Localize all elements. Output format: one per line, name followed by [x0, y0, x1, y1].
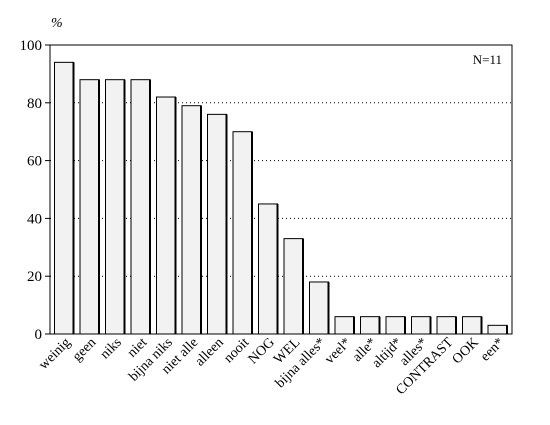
y-tick-label: 0	[35, 327, 43, 343]
bar	[309, 281, 329, 335]
x-tick-label: OOK	[450, 335, 482, 367]
bar	[54, 61, 74, 335]
bar	[283, 238, 304, 335]
bar	[105, 79, 125, 335]
y-tick-label: 60	[27, 154, 42, 170]
bars	[54, 61, 508, 335]
bar	[156, 96, 176, 335]
bar	[130, 79, 151, 335]
bar	[385, 316, 406, 335]
x-tick-label: altijd*	[369, 335, 405, 371]
y-tick-label: 40	[27, 211, 42, 227]
bar	[487, 324, 508, 335]
bar	[258, 203, 278, 335]
x-tick-label: nooit	[221, 335, 252, 366]
x-tick-label: geen	[70, 335, 99, 364]
bar	[334, 316, 355, 335]
y-tick-label: 20	[27, 269, 42, 285]
x-tick-label: veel*	[322, 335, 354, 367]
x-tick-label: alleen	[193, 335, 227, 369]
sample-size-annotation: N=11	[473, 52, 502, 67]
x-tick-label: niks	[98, 335, 125, 362]
bar	[411, 316, 431, 335]
bar	[79, 79, 100, 335]
gridlines	[50, 102, 512, 277]
bar	[207, 113, 227, 335]
y-tick-label: 80	[27, 96, 42, 112]
y-axis: 0 20 40 60 80 100	[20, 38, 50, 343]
bar	[181, 105, 202, 335]
plot-frame	[49, 44, 513, 335]
bar	[360, 316, 380, 335]
x-tick-label: NOG	[246, 335, 278, 367]
bar	[232, 131, 253, 335]
bar	[462, 316, 482, 335]
y-unit-label: %	[51, 16, 63, 31]
bar	[436, 316, 457, 335]
y-tick-label: 100	[20, 38, 43, 54]
x-tick-label: een*	[478, 335, 507, 364]
